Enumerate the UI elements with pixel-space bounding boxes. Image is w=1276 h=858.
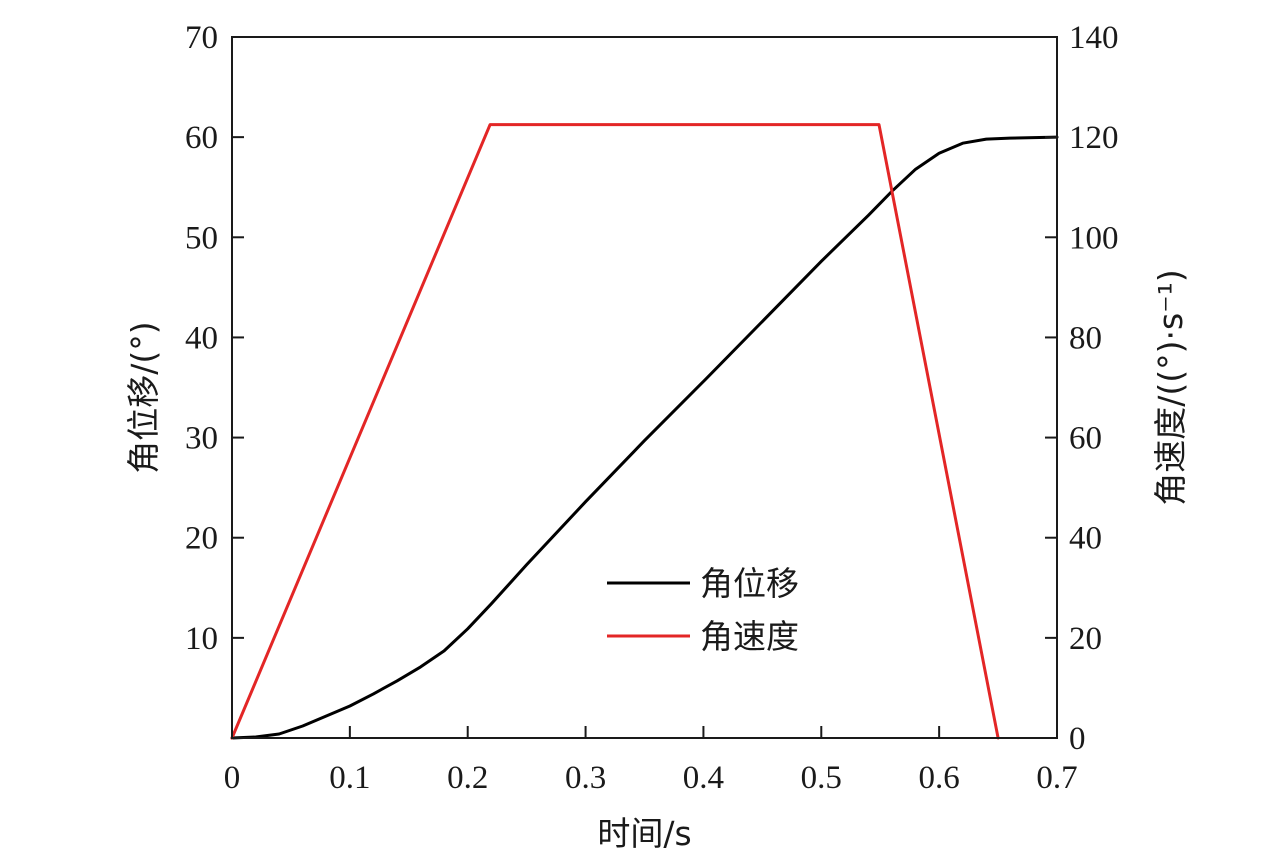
x-axis-title: 时间/s xyxy=(597,814,691,853)
legend-label-angular-velocity: 角速度 xyxy=(700,617,799,656)
x-tick-label: 0.4 xyxy=(683,760,724,796)
y-left-tick-label: 30 xyxy=(185,421,218,457)
labels-layer: 0 0.1 0.2 0.3 0.4 0.5 0.6 0.7 10 20 30 40 50 60 70 0 20 4… xyxy=(185,20,1119,796)
x-tick-label: 0.1 xyxy=(329,760,370,796)
y-left-axis-title: 角位移/(°) xyxy=(124,321,163,473)
series-layer xyxy=(230,123,1059,740)
x-tick-label: 0.6 xyxy=(919,760,960,796)
y-right-tick-label: 40 xyxy=(1069,521,1102,557)
y-left-tick-label: 40 xyxy=(185,320,218,356)
y-right-tick-label: 0 xyxy=(1069,721,1086,757)
legend: 角位移 角速度 xyxy=(607,564,799,656)
y-right-tick-label: 20 xyxy=(1069,621,1102,657)
y-left-tick-label: 70 xyxy=(185,20,218,56)
y-right-tick-label: 80 xyxy=(1069,320,1102,356)
y-right-tick-label: 120 xyxy=(1069,120,1119,156)
y-left-tick-label: 60 xyxy=(185,120,218,156)
x-tick-label: 0.3 xyxy=(565,760,606,796)
y-right-tick-label: 60 xyxy=(1069,421,1102,457)
x-tick-label: 0 xyxy=(224,760,241,796)
legend-label-angular-displacement: 角位移 xyxy=(700,564,799,603)
y-left-tick-label: 10 xyxy=(185,621,218,657)
y-left-tick-label: 20 xyxy=(185,521,218,557)
y-left-tick-label: 50 xyxy=(185,220,218,256)
y-right-tick-label: 140 xyxy=(1069,20,1119,56)
ticks-layer xyxy=(231,36,1058,739)
x-tick-label: 0.7 xyxy=(1036,760,1077,796)
x-tick-label: 0.2 xyxy=(447,760,488,796)
x-tick-label: 0.5 xyxy=(801,760,842,796)
y-right-tick-label: 100 xyxy=(1069,220,1119,256)
series-line-angular-velocity xyxy=(230,123,1000,740)
series-line-angular-displacement xyxy=(230,135,1059,740)
plot-frame xyxy=(231,36,1058,739)
y-right-axis-title: 角速度/((°)·s⁻¹) xyxy=(1151,269,1190,505)
